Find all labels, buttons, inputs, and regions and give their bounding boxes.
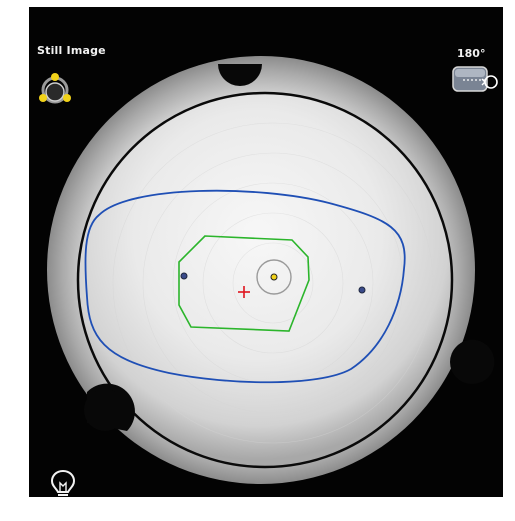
image-viewer: Still Image 180° <box>29 7 503 497</box>
rotation-label: 180° <box>457 47 486 60</box>
optical-center-ring <box>256 259 292 295</box>
inner-shape-trace <box>178 235 310 332</box>
optical-center-dot <box>270 273 278 281</box>
holder-pin-right-disc <box>450 340 494 384</box>
holder-pin-top <box>218 64 262 86</box>
holder-pin-left-disc <box>84 389 126 431</box>
rotate-180-icon[interactable] <box>449 61 499 95</box>
mode-label: Still Image <box>37 44 106 57</box>
marker-right <box>358 286 366 294</box>
still-image-mode-icon[interactable] <box>36 71 74 109</box>
lens-scene <box>47 56 495 484</box>
frame-outline-trace <box>84 189 406 384</box>
center-cross <box>238 286 250 298</box>
light-bulb-icon[interactable] <box>50 469 76 497</box>
marker-left <box>180 272 188 280</box>
